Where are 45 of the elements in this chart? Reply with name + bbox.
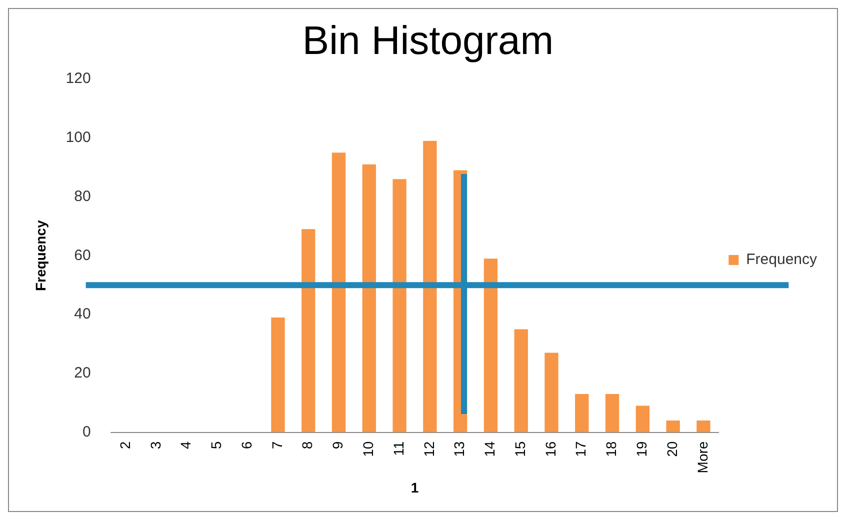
bar (362, 164, 376, 432)
x-tick-label: 17 (572, 441, 589, 457)
bar (636, 406, 650, 432)
bar (544, 352, 558, 432)
y-tick-label: 120 (66, 70, 91, 88)
x-tick-label: 4 (178, 441, 194, 450)
x-tick-label: 16 (542, 441, 558, 457)
bar (302, 229, 316, 432)
bar (605, 394, 620, 432)
bar (484, 258, 498, 432)
x-tick-label: 8 (299, 441, 316, 450)
x-tick-label: 9 (330, 441, 346, 450)
x-tick-label: More (694, 441, 710, 474)
x-tick-label: 20 (664, 441, 680, 457)
bar (392, 179, 406, 432)
x-tick-label: 19 (634, 441, 650, 457)
x-tick-label: 15 (512, 441, 528, 457)
y-tick-label: 20 (74, 364, 91, 382)
bar (271, 317, 285, 432)
bar (666, 420, 680, 432)
y-tick-label: 60 (74, 246, 91, 264)
y-tick-label: 100 (66, 129, 91, 146)
x-tick-label: 18 (603, 441, 620, 457)
x-tick-label: 10 (360, 441, 376, 457)
x-tick-label: 2 (116, 441, 133, 450)
x-tick-label: 7 (268, 441, 285, 450)
x-tick-label: 11 (390, 441, 406, 456)
x-tick-label: 3 (147, 441, 164, 450)
chart-title: Bin Histogram (302, 19, 554, 64)
bar (423, 140, 437, 432)
y-axis-title: Frequency (32, 220, 48, 292)
legend-label: Frequency (746, 251, 818, 268)
x-tick-label: 13 (451, 441, 468, 457)
x-tick-label: 12 (420, 441, 437, 457)
x-tick-label: 5 (208, 441, 224, 450)
x-tick-label: 6 (238, 441, 254, 450)
bar (696, 420, 710, 432)
x-axis-title: 1 (410, 479, 419, 496)
y-tick-label: 0 (82, 423, 91, 440)
y-tick-label: 40 (74, 306, 91, 323)
x-tick-label: 14 (482, 441, 498, 457)
bar (514, 329, 528, 432)
bar (332, 152, 346, 432)
y-tick-label: 80 (74, 188, 91, 205)
bar (575, 394, 589, 432)
